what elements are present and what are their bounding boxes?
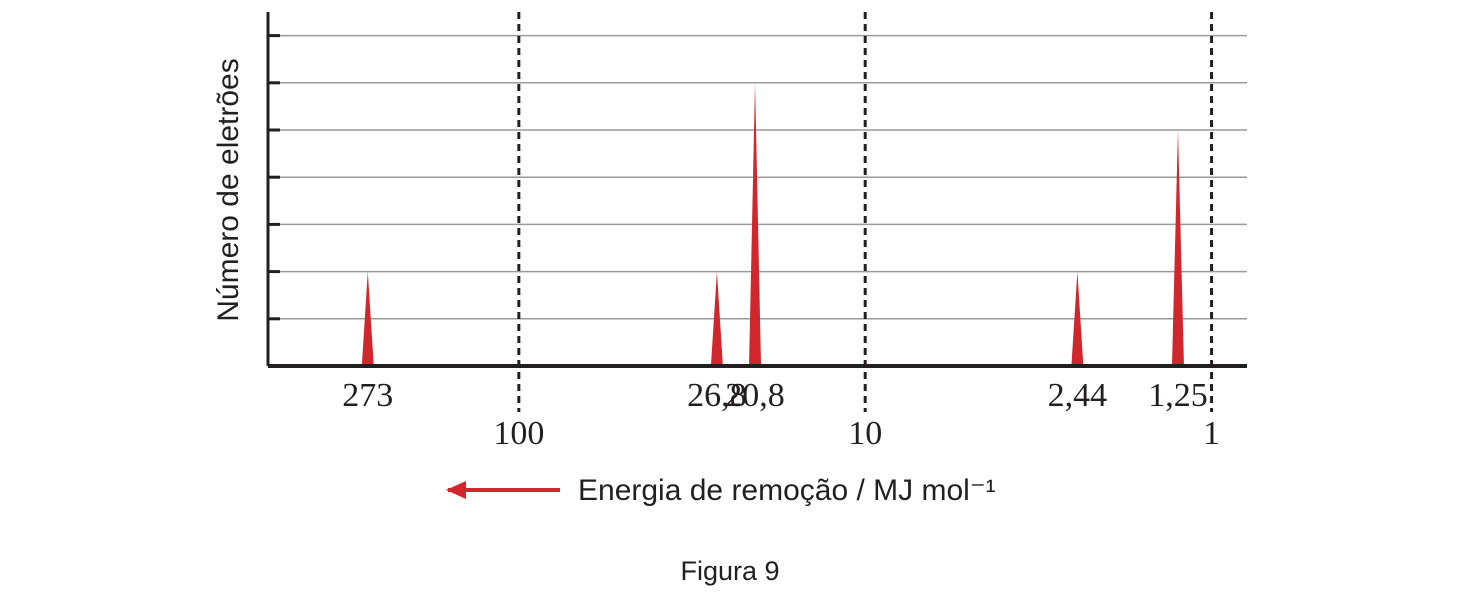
x-tick-label: 10 bbox=[848, 415, 882, 452]
x-tick-label: 100 bbox=[493, 415, 544, 452]
peak bbox=[749, 82, 762, 367]
peak bbox=[361, 271, 374, 366]
caption: Figura 9 bbox=[680, 556, 779, 586]
peak-label: 20,8 bbox=[725, 377, 785, 414]
x-axis-label: Energia de remoção / MJ mol⁻¹ bbox=[578, 474, 996, 507]
peak-label: 273 bbox=[342, 377, 393, 414]
y-axis-label: Número de eletrões bbox=[212, 58, 245, 321]
x-tick-label: 1 bbox=[1203, 415, 1220, 452]
peak bbox=[710, 271, 723, 366]
peak bbox=[1171, 130, 1184, 366]
peak bbox=[1071, 271, 1084, 366]
arrow-head bbox=[446, 481, 466, 499]
peak-label: 1,25 bbox=[1148, 377, 1208, 414]
peak-label: 26,8 bbox=[687, 377, 747, 414]
peak-label: 2,44 bbox=[1048, 377, 1108, 414]
